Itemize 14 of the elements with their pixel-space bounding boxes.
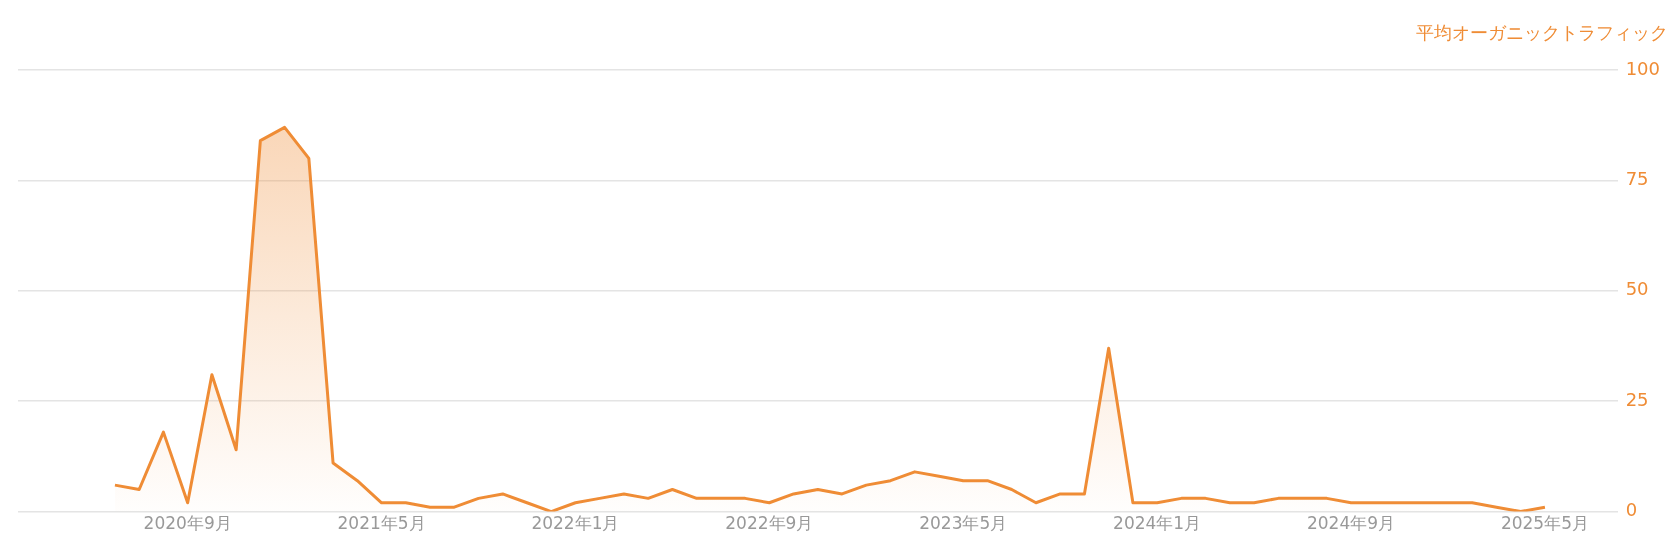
y-tick-label: 25 bbox=[1625, 388, 1649, 410]
y-axis-title: 平均オーガニックトラフィック bbox=[1416, 21, 1668, 43]
y-tick-label: 0 bbox=[1625, 499, 1638, 521]
y-tick-label: 100 bbox=[1625, 57, 1660, 79]
x-tick-label: 2021年5月 bbox=[337, 513, 426, 534]
x-tick-label: 2024年9月 bbox=[1306, 513, 1396, 534]
x-tick-label: 2022年1月 bbox=[531, 513, 620, 534]
x-tick-label: 2022年9月 bbox=[725, 513, 814, 534]
x-tick-label: 2023年5月 bbox=[919, 513, 1008, 534]
x-tick-label: 2020年9月 bbox=[143, 513, 232, 534]
x-tick-label: 2024年1月 bbox=[1113, 513, 1202, 534]
x-tick-label: 2025年5月 bbox=[1500, 513, 1589, 534]
y-tick-label: 75 bbox=[1625, 168, 1649, 190]
y-tick-label: 50 bbox=[1625, 278, 1649, 300]
